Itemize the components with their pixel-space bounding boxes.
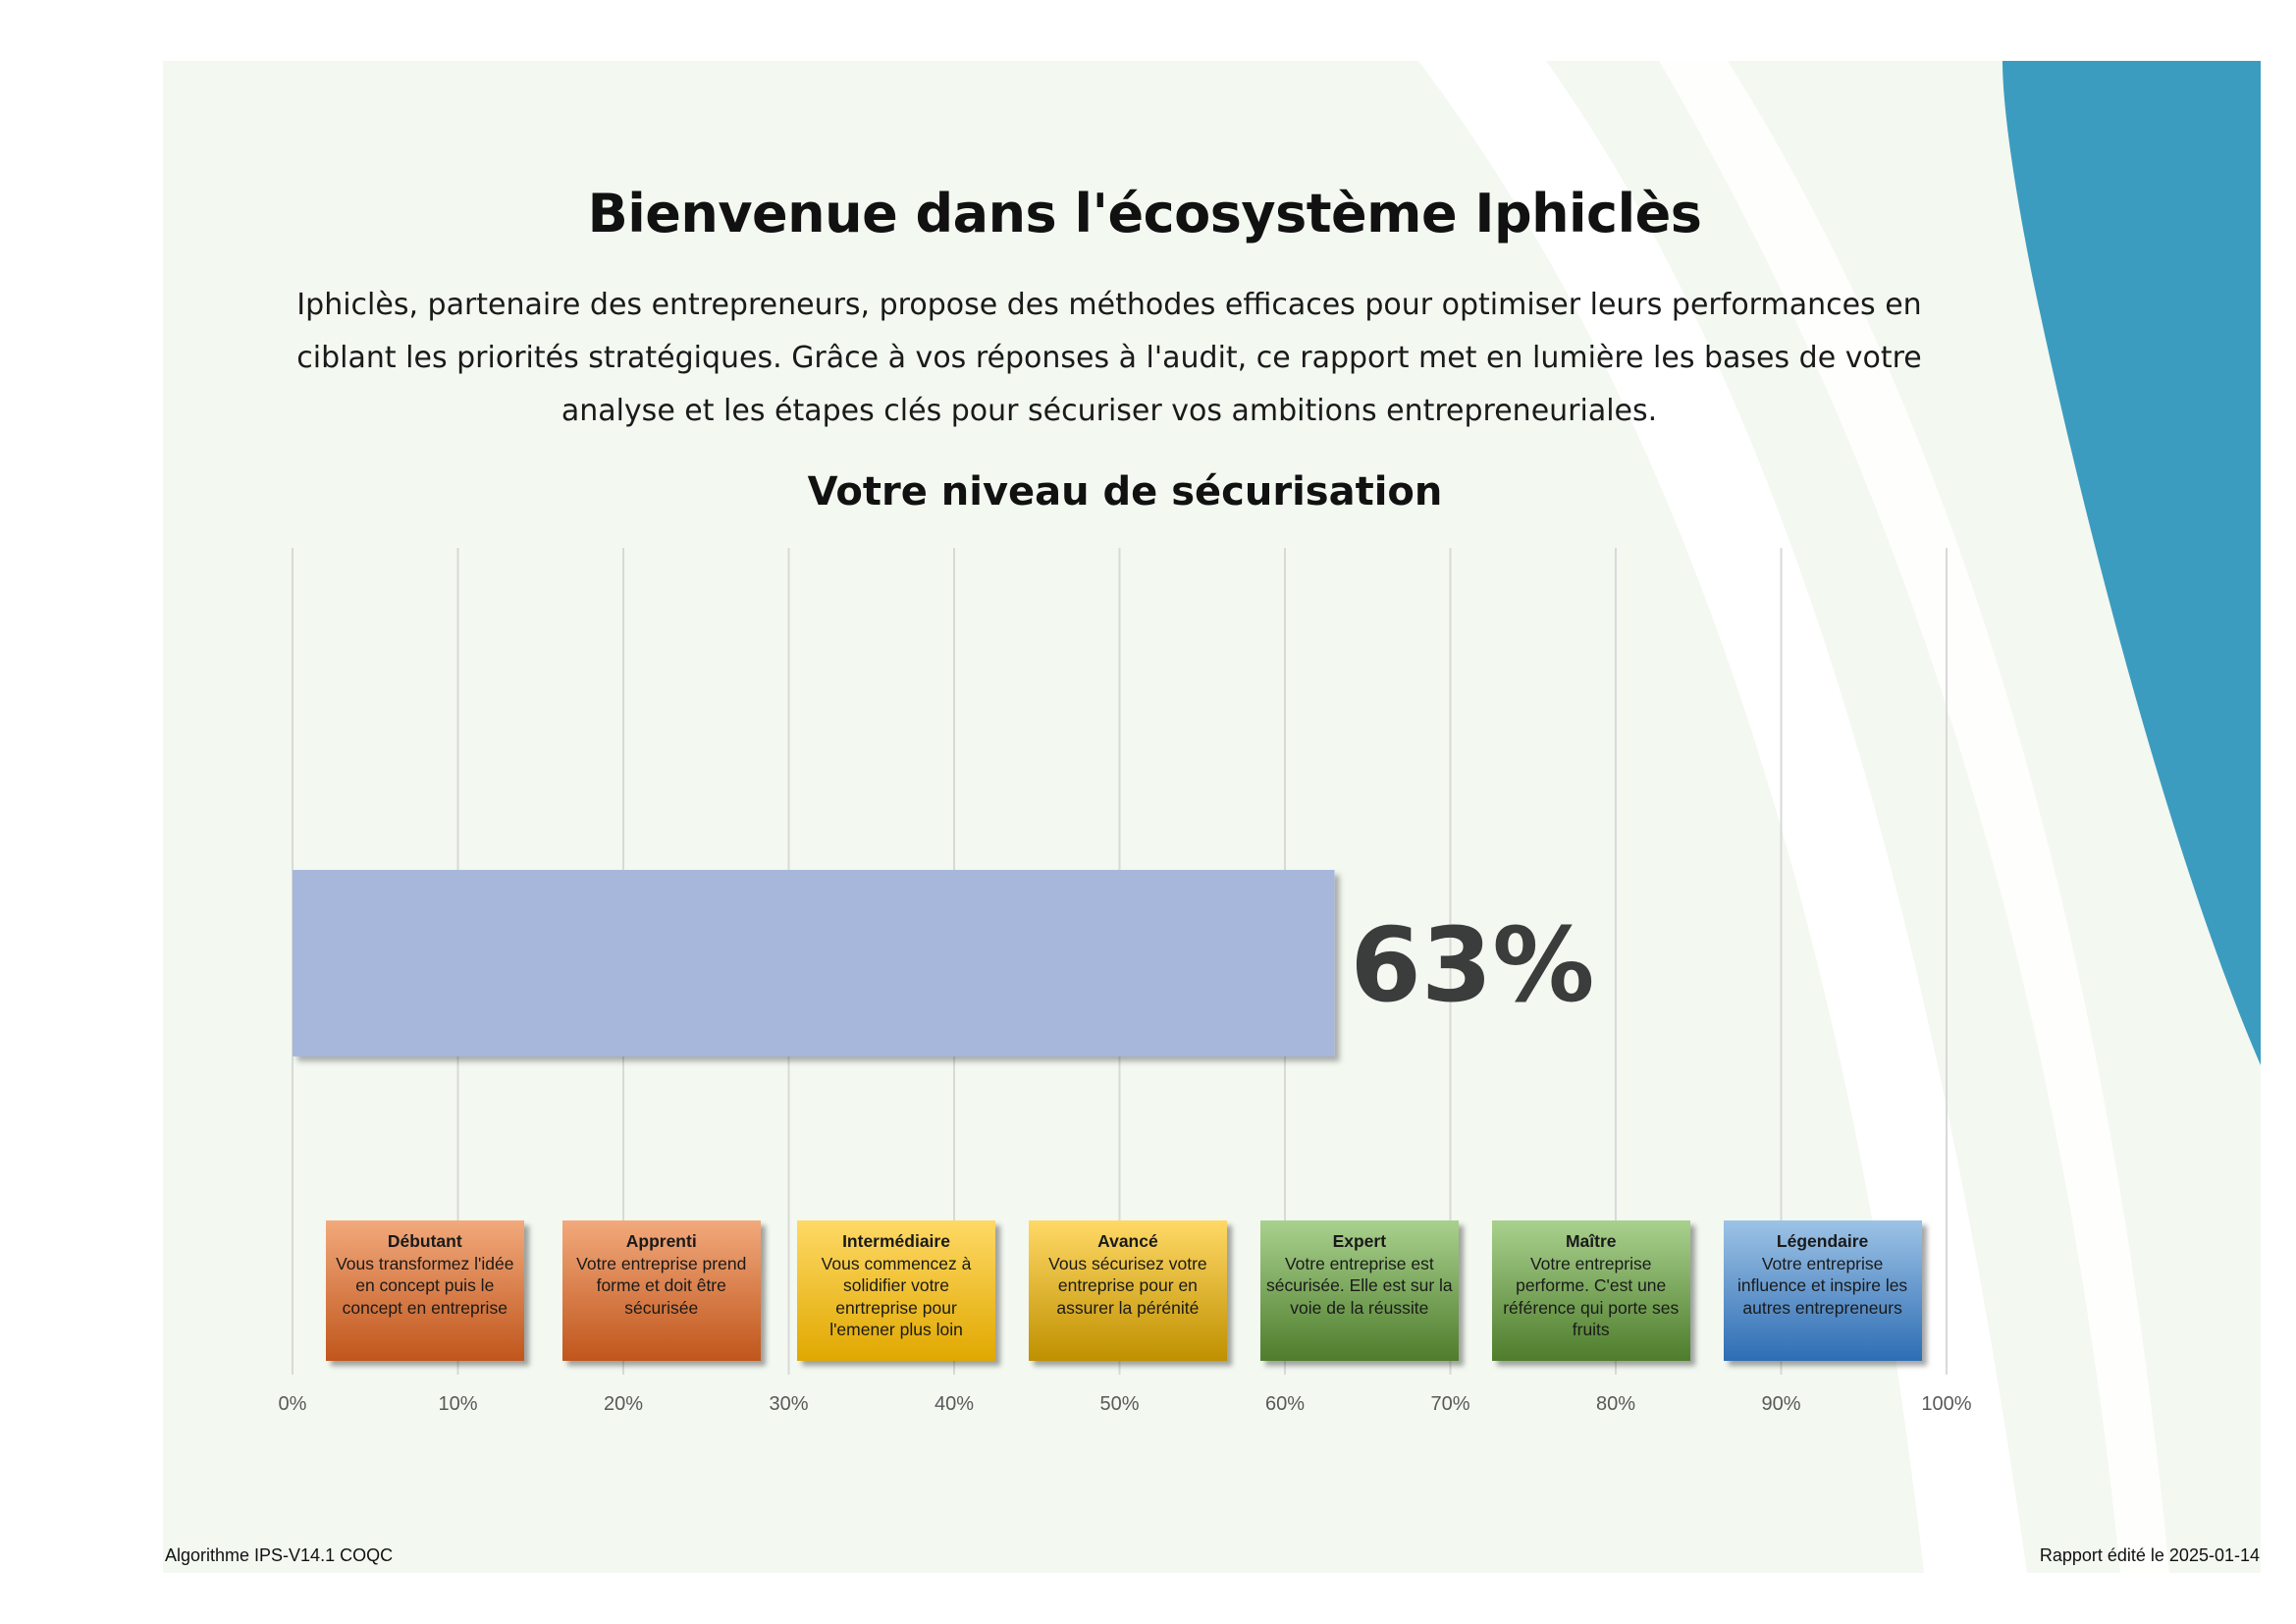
x-tick-label: 20% <box>604 1393 643 1415</box>
chart-title: Votre niveau de sécurisation <box>807 469 1443 514</box>
x-tick-label: 0% <box>279 1393 307 1415</box>
intro-paragraph: Iphiclès, partenaire des entrepreneurs, … <box>296 288 1922 428</box>
x-tick-label: 80% <box>1596 1393 1635 1415</box>
white-swoosh-2 <box>1659 61 2169 1573</box>
x-tick-label: 70% <box>1430 1393 1469 1415</box>
white-swoosh <box>1418 61 2027 1573</box>
footer-report-date: Rapport édité le 2025-01-14 <box>2039 1545 2260 1565</box>
x-tick-label: 40% <box>934 1393 974 1415</box>
x-tick-label: 50% <box>1099 1393 1139 1415</box>
score-bar <box>293 870 1335 1056</box>
blue-wave <box>2002 61 2261 1065</box>
x-tick-label: 30% <box>769 1393 808 1415</box>
x-tick-label: 100% <box>1921 1393 1971 1415</box>
x-tick-label: 10% <box>438 1393 477 1415</box>
x-tick-label: 60% <box>1265 1393 1305 1415</box>
footer-algorithm: Algorithme IPS-V14.1 COQC <box>165 1545 394 1565</box>
x-axis-ticks: 0% 10% 20% 30% 40% 50% 60% 70% 80% 90% 100% <box>279 1393 1972 1415</box>
page-title: Bienvenue dans l'écosystème Iphiclès <box>587 183 1702 244</box>
score-value-label: 63% <box>1351 905 1595 1025</box>
x-tick-label: 90% <box>1761 1393 1800 1415</box>
